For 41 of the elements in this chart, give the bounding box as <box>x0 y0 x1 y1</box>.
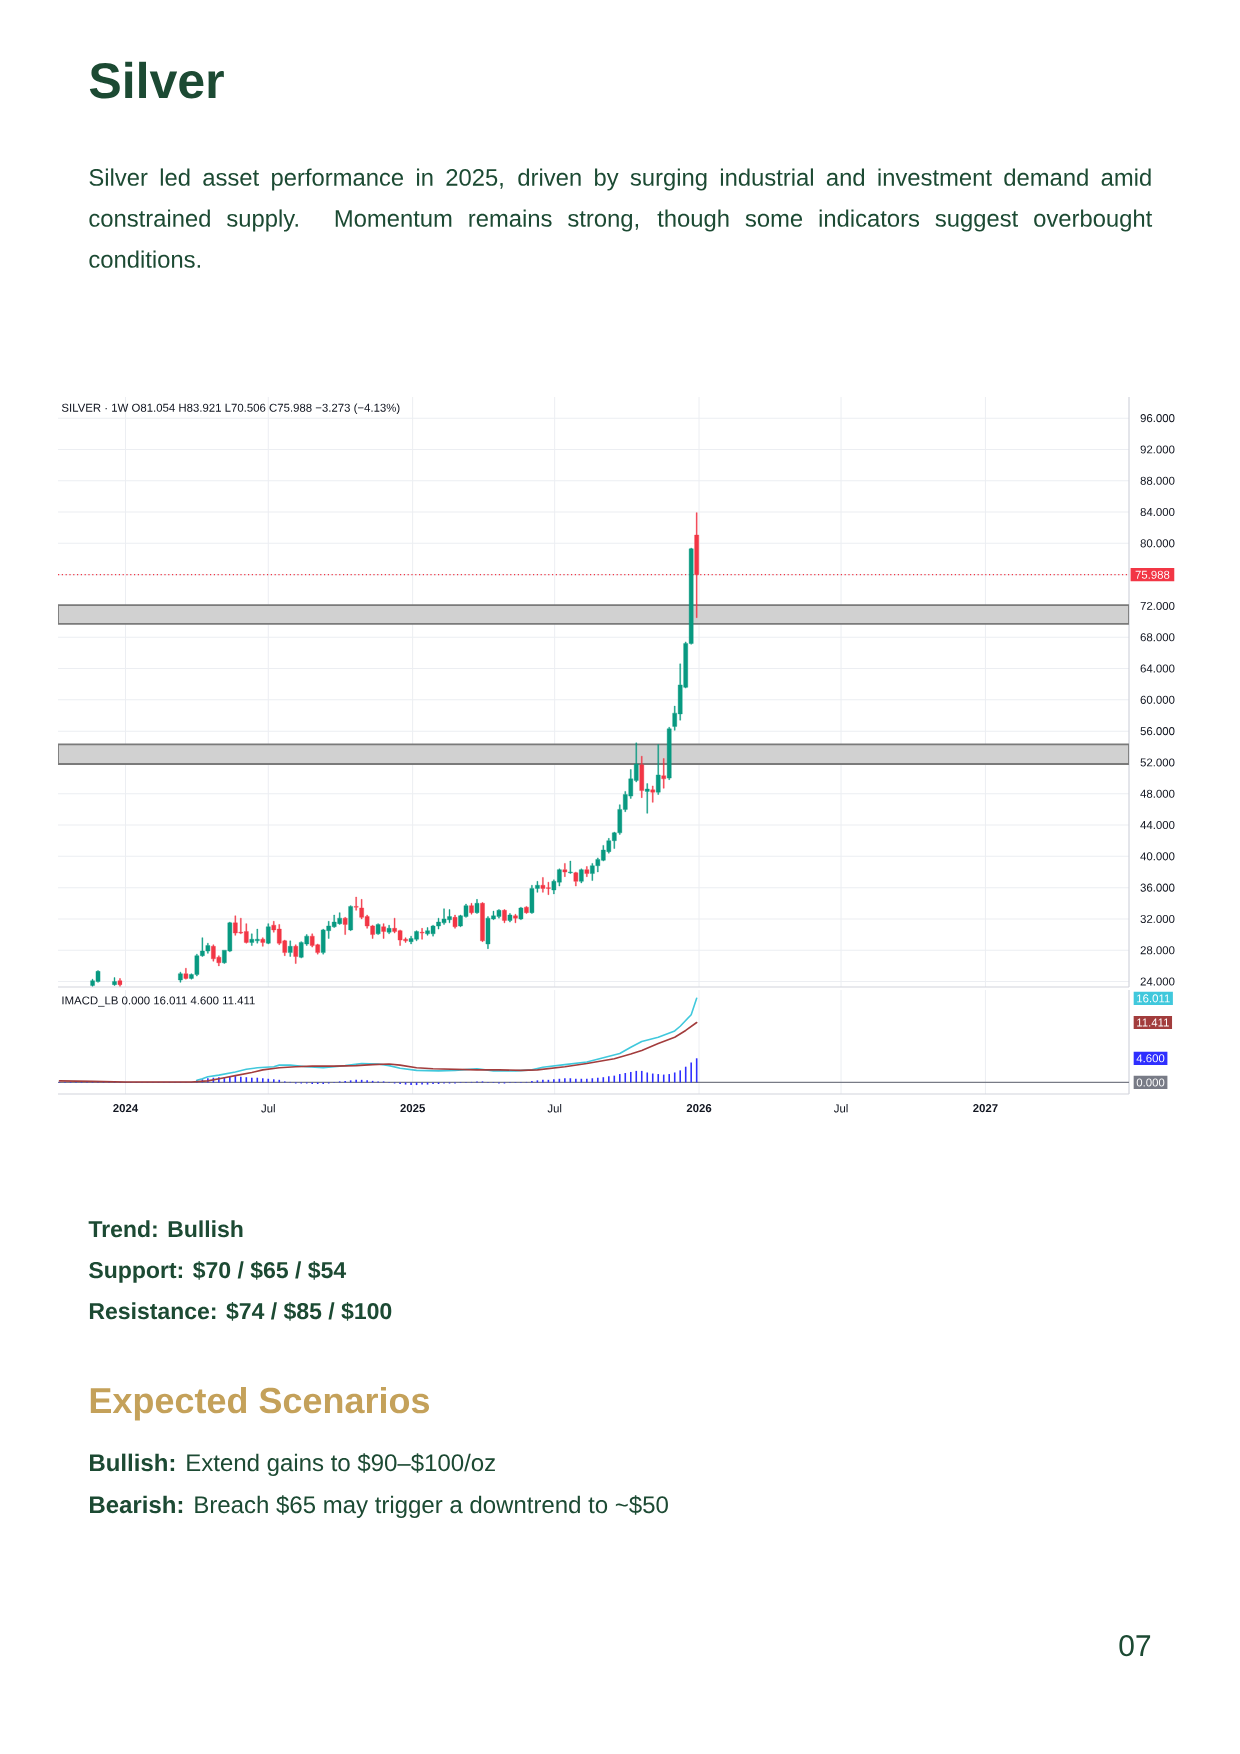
text: Silver <box>89 61 224 99</box>
y-tick-label: 96.000 <box>1140 414 1175 423</box>
text: Trend: Bullish <box>88 1220 243 1238</box>
y-tick-label: 84.000 <box>1140 508 1175 517</box>
y-tick-label: 68.000 <box>1140 633 1175 642</box>
y-tick-label: 4.600 <box>1136 1054 1165 1063</box>
y-tick-label: 52.000 <box>1140 758 1175 767</box>
text: Silver led asset performance in 2025, driven by surging industrial and investment demand amid constrained supply. Momentum remains strong, though some indicators suggest overbought conditions. <box>89 168 1153 268</box>
x-tick-label: Jul <box>547 1104 562 1113</box>
y-tick-label: 40.000 <box>1140 852 1175 861</box>
y-tick-label: 0.000 <box>1136 1078 1165 1087</box>
x-tick-label: 2025 <box>400 1104 426 1113</box>
text: Support: $70 / $65 / $54 <box>89 1260 347 1283</box>
x-tick-label: 2027 <box>973 1104 998 1113</box>
text: IMACD_LB 0.000 16.011 4.600 11.411 <box>62 996 255 1007</box>
y-tick-label: 11.411 <box>1137 1018 1169 1027</box>
y-tick-label: 32.000 <box>1140 914 1175 923</box>
text: Bullish: Extend gains to $90–$100/oz <box>90 1453 495 1476</box>
y-tick-label: 36.000 <box>1140 883 1175 892</box>
y-tick-label: 80.000 <box>1140 539 1175 548</box>
text: SILVER · 1W O81.054 H83.921 L70.506 C75.988 −3.273 (−4.13%) <box>61 403 400 415</box>
y-tick-label: 16.011 <box>1137 994 1170 1003</box>
x-tick-label: Jul <box>261 1104 275 1113</box>
y-tick-label: 48.000 <box>1140 789 1175 798</box>
text: 07 <box>1119 1635 1151 1657</box>
y-tick-label: 72.000 <box>1140 601 1175 610</box>
y-tick-label: 28.000 <box>1140 946 1175 955</box>
y-tick-label: 44.000 <box>1140 821 1175 830</box>
text: Expected Scenarios <box>90 1386 430 1421</box>
text: Resistance: $74 / $85 / $100 <box>89 1301 392 1321</box>
y-tick-label: 64.000 <box>1140 664 1175 673</box>
y-tick-label: 88.000 <box>1140 476 1175 485</box>
y-tick-label: 92.000 <box>1140 445 1175 454</box>
y-tick-label: 60.000 <box>1140 695 1175 704</box>
text: Bearish: Breach $65 may trigger a downtrend to ~$50 <box>90 1495 668 1518</box>
ref-line-label: 75.988 <box>1135 570 1170 579</box>
y-tick-label: 24.000 <box>1140 977 1175 986</box>
x-tick-label: 2024 <box>113 1104 139 1113</box>
y-tick-label: 56.000 <box>1140 727 1175 736</box>
x-tick-label: 2026 <box>686 1104 712 1113</box>
x-tick-label: Jul <box>833 1104 848 1113</box>
